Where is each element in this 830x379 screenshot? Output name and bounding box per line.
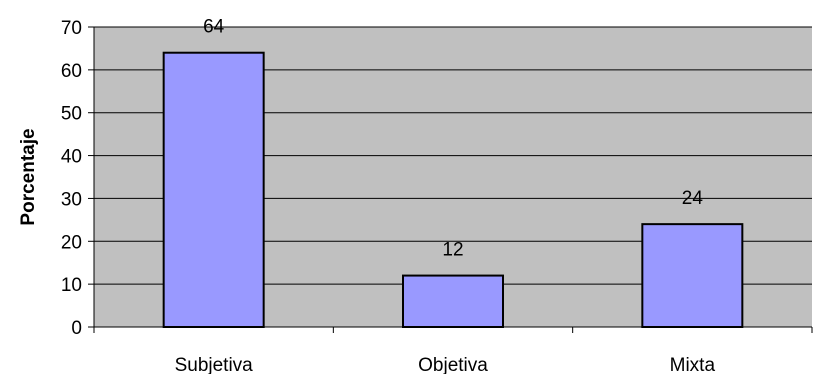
y-tick-label-10: 10 (61, 275, 82, 296)
bar-mixta (641, 223, 744, 328)
data-label-mixta: 24 (682, 188, 704, 209)
y-axis-ticks: 0 10 20 30 40 50 60 70 (61, 18, 94, 339)
data-labels: 64 12 24 (203, 17, 703, 261)
x-category-label-mixta: Mixta (670, 355, 716, 374)
bar-subjetiva (162, 51, 265, 328)
x-category-label-objetiva: Objetiva (418, 355, 488, 374)
y-tick-label-40: 40 (61, 147, 82, 168)
y-tick-label-50: 50 (61, 104, 82, 125)
y-tick-label-70: 70 (61, 18, 82, 39)
y-tick-label-30: 30 (61, 189, 82, 210)
x-axis-ticks: Subjetiva Objetiva Mixta (93, 327, 813, 376)
data-label-subjetiva: 64 (203, 17, 225, 38)
y-tick-label-20: 20 (61, 232, 82, 253)
x-category-label-subjetiva: Subjetiva (175, 355, 254, 374)
y-axis-title: Porcentaje (18, 128, 39, 225)
y-tick-label-60: 60 (61, 61, 82, 82)
y-tick-label-0: 0 (71, 318, 82, 339)
bar-objetiva (402, 274, 504, 329)
data-label-objetiva: 12 (442, 240, 463, 261)
